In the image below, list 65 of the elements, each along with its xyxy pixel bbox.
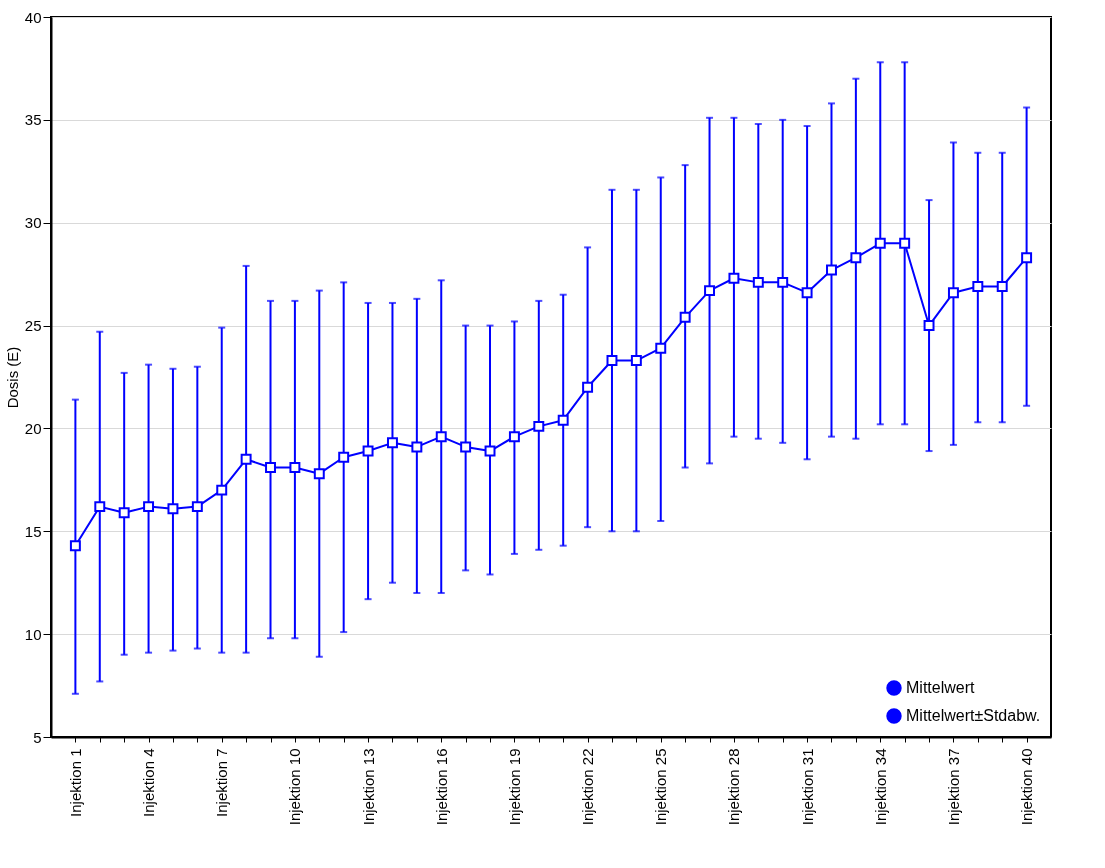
point [313,468,325,480]
point [899,237,911,249]
point [972,281,984,292]
point [874,237,886,249]
x-tick-label: Injektion 37 [944,748,962,826]
y-tick-label: 20 [24,419,42,437]
point [557,414,569,426]
point [508,431,520,443]
x-tick-label: Injektion 40 [1018,748,1036,826]
y-tick-label: 5 [33,728,42,746]
x-tick-label: Injektion 1 [66,748,84,817]
point [582,381,594,393]
point [752,276,764,288]
point [411,441,423,453]
point [533,420,545,432]
point [191,501,203,513]
point [143,501,155,513]
y-tick-label: 40 [24,8,42,26]
y-tick-label: 15 [24,522,42,540]
point [118,507,130,519]
x-tick-label: Injektion 7 [213,748,231,817]
x-tick-label: Injektion 4 [140,748,158,817]
x-tick-label: Injektion 25 [652,748,670,826]
x-tick-label: Injektion 28 [725,748,743,826]
point [826,264,837,276]
point [460,441,472,453]
point [167,503,179,515]
legend-label: Mittelwert [906,679,976,696]
x-tick-label: Injektion 10 [286,748,304,826]
x-tick-label: Injektion 22 [579,748,597,826]
point [69,540,81,552]
point [606,355,618,367]
point [94,501,106,513]
point [850,252,862,264]
x-tick-label: Injektion 13 [359,748,377,826]
point [947,287,959,299]
point [386,437,398,449]
x-tick-label: Injektion 19 [505,748,523,826]
x-tick-label: Injektion 16 [432,748,450,826]
annotation: Mittelwert±Stdabw. [906,707,1041,724]
point [240,453,252,465]
point [630,355,642,367]
y-tick-label: 35 [24,111,42,129]
point [923,320,935,332]
x-tick-label: Injektion 34 [871,748,889,826]
point [728,272,740,284]
point [484,445,496,457]
point [655,342,667,354]
point [996,281,1008,292]
y-tick-label: 10 [24,625,42,643]
point [1021,252,1033,264]
point [216,484,228,496]
point [362,445,374,457]
point [265,462,276,473]
x-tick-label: Injektion 31 [798,748,816,826]
point [289,462,301,473]
point [704,285,716,297]
y-tick-label: 30 [24,214,42,232]
y-axis-title: Dosis (E) [3,346,21,409]
point [777,276,789,288]
point [679,311,691,323]
point [435,431,447,443]
point [338,451,350,463]
y-tick-label: 25 [24,317,42,335]
point [801,287,813,299]
